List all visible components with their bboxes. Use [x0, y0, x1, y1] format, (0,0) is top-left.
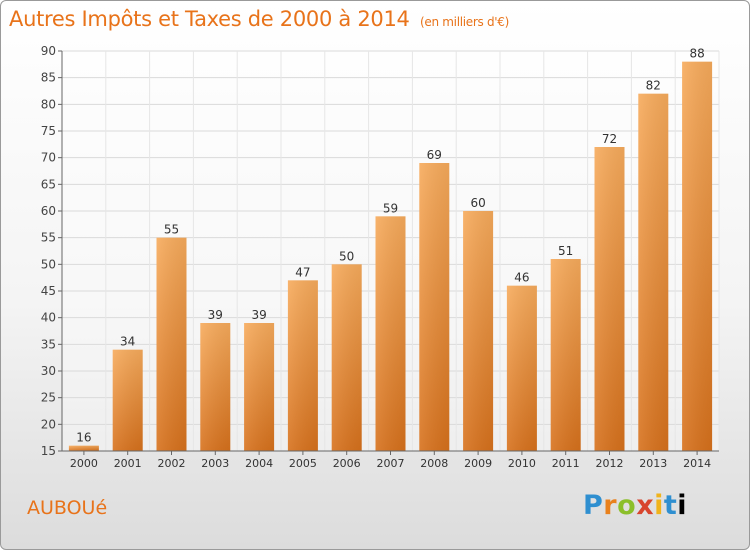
x-tick-label: 2001 — [114, 457, 142, 470]
y-tick-label: 20 — [41, 417, 56, 431]
y-tick-label: 85 — [41, 71, 56, 85]
y-tick-label: 70 — [41, 151, 56, 165]
x-tick-label: 2006 — [333, 457, 361, 470]
data-label: 47 — [295, 265, 310, 279]
data-label: 46 — [514, 271, 529, 285]
y-tick-label: 60 — [41, 204, 56, 218]
data-label: 82 — [646, 79, 661, 93]
y-tick-label: 35 — [41, 337, 56, 351]
y-tick-label: 45 — [41, 284, 56, 298]
bar-shade — [287, 280, 318, 451]
bar-shade — [638, 93, 669, 452]
x-tick-label: 2011 — [552, 457, 580, 470]
bar-shade — [375, 216, 406, 451]
y-tick-label: 80 — [41, 97, 56, 111]
y-tick-label: 90 — [41, 44, 56, 58]
data-label: 51 — [558, 244, 573, 258]
x-tick-label: 2009 — [464, 457, 492, 470]
data-label: 39 — [208, 308, 223, 322]
bar-shade — [594, 147, 625, 451]
y-tick-label: 65 — [41, 177, 56, 191]
y-tick-label: 55 — [41, 231, 56, 245]
x-tick-label: 2008 — [420, 457, 448, 470]
chart-title-text: Autres Impôts et Taxes de 2000 à 2014 — [9, 7, 410, 31]
x-tick-label: 2007 — [377, 457, 405, 470]
commune-name: AUBOUé — [27, 497, 108, 519]
data-label: 16 — [76, 431, 91, 445]
x-tick-label: 2014 — [683, 457, 711, 470]
bar-shade — [463, 211, 494, 451]
x-tick-label: 2002 — [158, 457, 186, 470]
data-label: 50 — [339, 249, 354, 263]
bar-shade — [331, 264, 362, 451]
data-label: 69 — [427, 148, 442, 162]
data-label: 59 — [383, 201, 398, 215]
x-tick-label: 2012 — [596, 457, 624, 470]
bar-shade — [506, 285, 537, 451]
x-tick-label: 2004 — [245, 457, 273, 470]
bar-shade — [550, 259, 581, 451]
data-label: 39 — [251, 308, 266, 322]
proxiti-logo: Proxiti — [583, 490, 688, 521]
y-tick-label: 30 — [41, 364, 56, 378]
data-label: 60 — [470, 196, 485, 210]
data-label: 34 — [120, 335, 135, 349]
chart-title: Autres Impôts et Taxes de 2000 à 2014 (e… — [9, 7, 509, 31]
bar-shade — [112, 349, 143, 451]
x-tick-label: 2005 — [289, 457, 317, 470]
bar-shade — [200, 323, 231, 451]
data-label: 88 — [689, 47, 704, 61]
y-tick-label: 50 — [41, 257, 56, 271]
bar-shade — [682, 61, 713, 452]
y-tick-label: 75 — [41, 124, 56, 138]
bar-shade — [244, 323, 275, 451]
bar-shade — [419, 163, 450, 451]
data-label: 55 — [164, 223, 179, 237]
x-tick-label: 2000 — [70, 457, 98, 470]
x-tick-label: 2010 — [508, 457, 536, 470]
bar-shade — [156, 237, 187, 451]
bar-shade — [68, 445, 99, 451]
y-tick-label: 15 — [41, 444, 56, 458]
unit-note: (en milliers d'€) — [420, 15, 510, 29]
y-tick-label: 25 — [41, 391, 56, 405]
x-tick-label: 2013 — [639, 457, 667, 470]
y-tick-label: 40 — [41, 311, 56, 325]
x-tick-label: 2003 — [201, 457, 229, 470]
data-label: 72 — [602, 132, 617, 146]
